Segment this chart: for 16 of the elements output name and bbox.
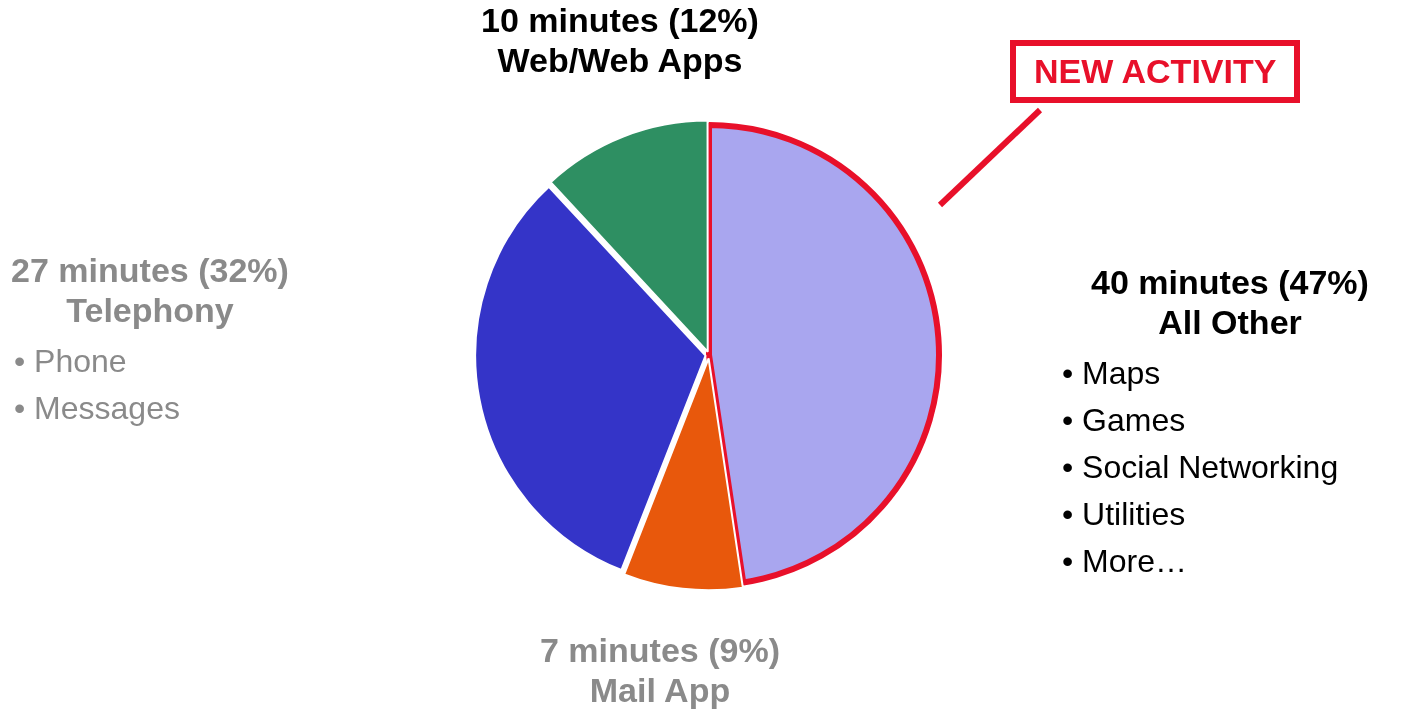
text: • Utilities bbox=[1062, 495, 1187, 534]
slice-label: Mail App bbox=[588, 670, 732, 710]
text: • Social Networking bbox=[1062, 448, 1339, 487]
text: • Messages bbox=[14, 389, 180, 428]
data-label: 27 minutes (32%) bbox=[10, 250, 290, 290]
text: • More… bbox=[1062, 542, 1188, 581]
data-label: 40 minutes (47%) bbox=[1090, 262, 1370, 302]
text: • Maps bbox=[1062, 354, 1162, 393]
text: • Games bbox=[1062, 401, 1187, 440]
slice-label: Telephony bbox=[65, 290, 235, 330]
text: NEW ACTIVITY bbox=[1010, 40, 1301, 103]
slice-label: All Other bbox=[1157, 302, 1303, 342]
data-label: 10 minutes (12%) bbox=[480, 0, 760, 40]
text: • Phone bbox=[14, 342, 128, 381]
data-label: 7 minutes (9%) bbox=[539, 630, 781, 670]
slice-label: Web/Web Apps bbox=[496, 40, 744, 80]
